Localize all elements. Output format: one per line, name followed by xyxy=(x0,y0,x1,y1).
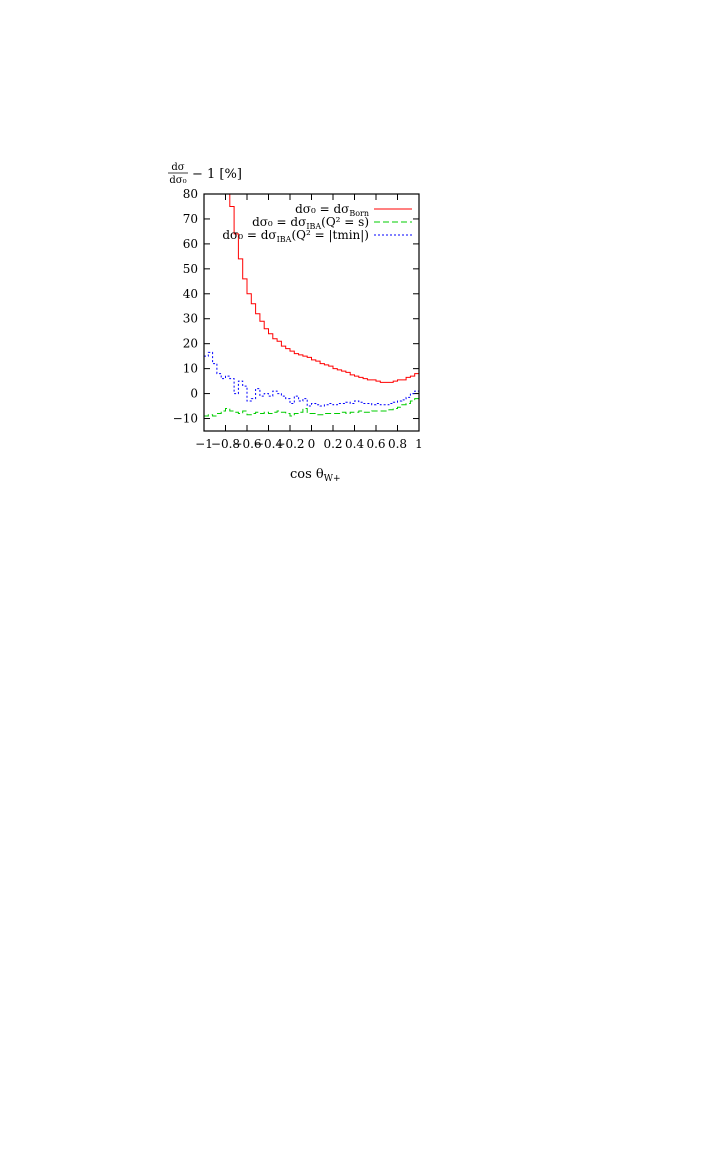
y-axis-label-denominator: dσ₀ xyxy=(169,175,186,186)
x-axis-label-subscript: W+ xyxy=(324,474,341,484)
legend-label-suffix: (Q² = s) xyxy=(321,215,369,229)
y-axis-label-numerator: dσ xyxy=(171,162,184,173)
x-tick-label: 0.4 xyxy=(345,437,364,451)
y-tick-label: 10 xyxy=(183,362,198,376)
series-layer xyxy=(204,194,419,417)
x-tick-label: −0.4 xyxy=(254,437,284,451)
series-line-2 xyxy=(204,398,419,417)
x-axis-label: cos θW+ xyxy=(290,467,341,484)
y-tick-label: 50 xyxy=(183,262,198,276)
x-tick-label: 1 xyxy=(415,437,423,451)
legend-label-suffix: (Q² = |tmin|) xyxy=(291,228,369,242)
y-tick-label: −10 xyxy=(173,412,198,426)
axis-ticks: −1−0.8−0.6−0.4−0.2 0 0.2 0.4 0.6 0.8 1 −10 0 10 20… xyxy=(173,187,423,451)
legend-label-subscript: Born xyxy=(349,209,369,218)
series-line-1 xyxy=(229,194,419,383)
series-line-3 xyxy=(204,351,419,407)
legend-label-subscript: IBA xyxy=(306,222,321,231)
y-tick-label: 20 xyxy=(183,337,198,351)
legend-label-main: dσ₀ = dσ xyxy=(295,202,349,216)
legend-label-main: dσ₀ = dσ xyxy=(252,215,306,229)
y-tick-label: 0 xyxy=(190,387,198,401)
y-axis-label: dσ dσ₀ − 1 [%] xyxy=(168,162,242,186)
legend-label-subscript: IBA xyxy=(277,235,292,244)
legend-label-2: dσ₀ = dσIBA(Q² = s) xyxy=(252,215,369,231)
plot-frame xyxy=(203,193,420,432)
legend-label-1: dσ₀ = dσBorn xyxy=(295,202,369,218)
x-axis-label-main: cos θ xyxy=(290,467,324,482)
y-tick-label: 60 xyxy=(183,237,198,251)
x-tick-label: 0.6 xyxy=(366,437,385,451)
x-tick-label: −1 xyxy=(195,437,213,451)
x-tick-label: −0.6 xyxy=(232,437,261,451)
y-tick-label: 40 xyxy=(183,287,198,301)
legend-label-main: dσ₀ = dσ xyxy=(222,228,276,242)
y-axis-label-rest: − 1 [%] xyxy=(192,167,242,182)
x-tick-label: 0 xyxy=(308,437,316,451)
x-tick-label: −0.8 xyxy=(211,437,240,451)
legend-label-3: dσ₀ = dσIBA(Q² = |tmin|) xyxy=(222,228,369,244)
x-tick-label: 0.8 xyxy=(388,437,407,451)
y-tick-label: 30 xyxy=(183,312,198,326)
y-tick-label: 70 xyxy=(183,212,198,226)
x-tick-label: 0.2 xyxy=(323,437,342,451)
y-tick-label: 80 xyxy=(183,187,198,201)
x-tick-label: −0.2 xyxy=(275,437,304,451)
